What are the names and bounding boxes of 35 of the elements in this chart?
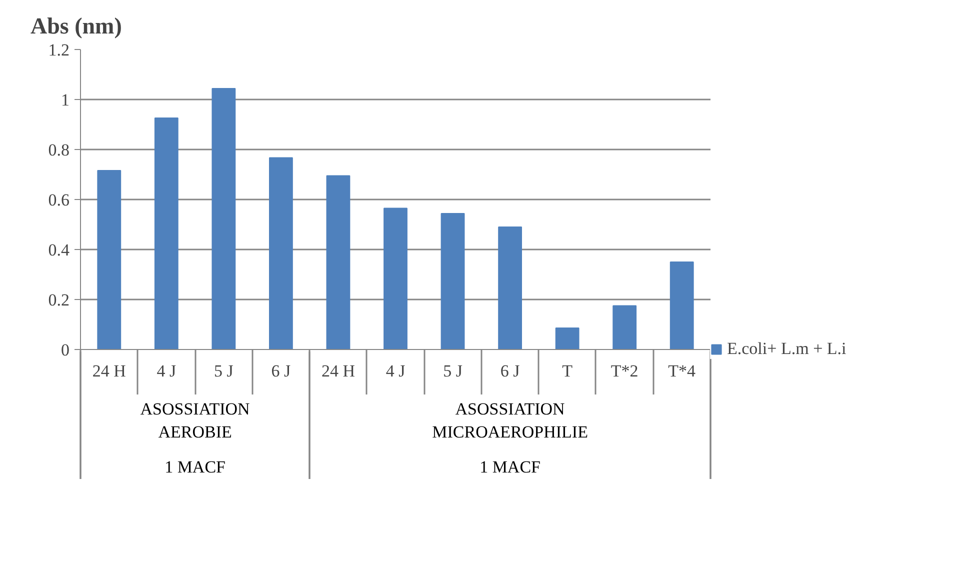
bar: [154, 118, 178, 350]
bar: [555, 328, 580, 350]
x-tick-label: 6 J: [500, 362, 520, 380]
y-tick-label: 0.6: [48, 190, 70, 210]
bar: [612, 305, 637, 350]
bar: [326, 175, 350, 350]
bar: [440, 213, 465, 350]
y-tick-label: 1: [61, 90, 70, 110]
x-tick-label: 24 H: [321, 362, 355, 380]
bar: [212, 88, 236, 350]
text: 1 MACF: [480, 458, 541, 476]
y-tick-label: 0.4: [48, 240, 70, 260]
x-tick-label: T*2: [610, 362, 638, 380]
y-tick-label: 0.2: [48, 290, 70, 310]
text: ASOSSIATION MICROAEROPHILIE: [432, 400, 588, 442]
x-tick-label: T: [562, 362, 574, 380]
x-tick-label: 5 J: [214, 362, 234, 380]
x-tick-label: 4 J: [386, 362, 406, 380]
y-tick-label: 0: [61, 340, 70, 360]
bar: [384, 208, 408, 350]
bar: [269, 157, 293, 350]
y-tick-label: 0.8: [48, 140, 70, 160]
legend-label: E.coli+ L.m + L.i: [727, 339, 846, 359]
x-tick-label: 6 J: [271, 362, 292, 380]
bar: [670, 262, 694, 350]
x-tick-label: 4 J: [156, 362, 176, 380]
bar: [498, 226, 522, 350]
x-tick-label: 5 J: [443, 362, 463, 380]
y-axis-title: Abs (nm): [30, 14, 122, 38]
bar: [97, 170, 122, 350]
x-tick-label: 24 H: [92, 362, 126, 380]
y-tick-label: 1.2: [48, 40, 70, 60]
text: 1 MACF: [164, 458, 226, 476]
text: ASOSSIATION AEROBIE: [140, 400, 250, 442]
x-tick-label: T*4: [668, 362, 696, 380]
